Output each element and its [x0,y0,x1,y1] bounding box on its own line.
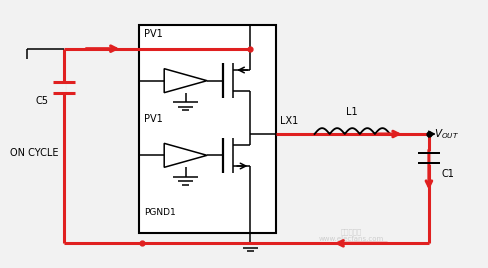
Text: LX1: LX1 [281,116,299,126]
Text: C5: C5 [36,96,49,106]
Polygon shape [164,143,207,167]
Text: PV1: PV1 [144,114,163,124]
Text: PGND1: PGND1 [144,208,176,217]
Text: PV1: PV1 [144,29,163,39]
Polygon shape [164,69,207,93]
Text: $V_{OUT}$: $V_{OUT}$ [434,127,459,141]
Text: 电子发烧友
www.elecfans.com: 电子发烧友 www.elecfans.com [319,229,384,242]
Bar [140,25,276,233]
Text: L1: L1 [346,107,358,117]
Text: C1: C1 [441,169,454,179]
Text: ON CYCLE: ON CYCLE [10,148,59,158]
